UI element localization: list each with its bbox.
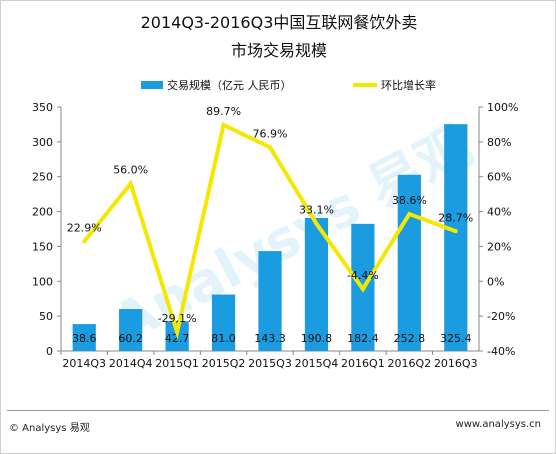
footer-copyright: © Analysys 易观 [9, 423, 90, 434]
x-tick-label: 2015Q3 [248, 357, 292, 370]
bar-value-label: 182.4 [347, 332, 379, 345]
legend-label-line: 环比增长率 [381, 78, 436, 92]
y-tick-label-right: 60% [487, 171, 511, 184]
x-tick-label: 2014Q3 [62, 357, 106, 370]
y-tick-label-right: 40% [487, 206, 511, 219]
growth-label: 38.6% [392, 194, 427, 207]
bar-value-label: 60.2 [118, 332, 143, 345]
y-tick-label-right: -40% [487, 345, 515, 358]
chart-title: 2014Q3-2016Q3中国互联网餐饮外卖 [140, 13, 418, 32]
growth-point [453, 229, 458, 234]
x-tick-label: 2016Q3 [434, 357, 478, 370]
x-tick-label: 2014Q4 [109, 357, 153, 370]
growth-point [314, 221, 319, 226]
bar [397, 174, 421, 351]
y-tick-label-left: 150 [32, 240, 53, 253]
bar-value-label: 325.4 [440, 332, 472, 345]
growth-label: 28.7% [438, 211, 473, 224]
chart-subtitle: 市场交易规模 [230, 41, 327, 60]
bar-value-label: 38.6 [72, 332, 97, 345]
y-tick-label-left: 200 [32, 206, 53, 219]
growth-point [407, 212, 412, 217]
x-tick-label: 2016Q1 [341, 357, 385, 370]
y-tick-label-left: 250 [32, 171, 53, 184]
bar [258, 251, 282, 351]
growth-point [360, 286, 365, 291]
y-tick-label-right: 20% [487, 240, 511, 253]
y-tick-label-right: 100% [487, 101, 518, 114]
growth-point [268, 145, 272, 150]
x-tick-label: 2015Q4 [295, 357, 339, 370]
growth-point [128, 181, 133, 186]
bar [211, 294, 236, 351]
growth-point [82, 239, 87, 244]
y-tick-label-right: -20% [487, 310, 515, 323]
growth-label: 76.9% [253, 127, 288, 140]
x-tick-label: 2015Q1 [155, 357, 199, 370]
growth-label: 22.9% [67, 221, 102, 234]
growth-label: -4.4% [347, 269, 379, 282]
bar [119, 309, 143, 351]
footer-url: www.analysys.cn [455, 419, 541, 430]
growth-label: -29.1% [158, 312, 197, 325]
bar-value-label: 81.0 [211, 332, 236, 345]
y-tick-label-right: 80% [487, 136, 511, 149]
bar [444, 124, 468, 351]
footer-divider [7, 410, 549, 411]
y-tick-label-left: 350 [32, 101, 53, 114]
growth-label: 56.0% [113, 164, 148, 177]
legend-swatch-bars [141, 81, 163, 89]
y-tick-label-left: 0 [46, 345, 53, 358]
bar-value-label: 252.8 [394, 332, 426, 345]
y-tick-label-right: 0% [487, 275, 504, 288]
growth-point [221, 122, 226, 127]
y-tick-label-left: 100 [32, 275, 53, 288]
bar [72, 324, 96, 351]
legend-label-bars: 交易规模（亿元 人民币） [167, 78, 292, 92]
x-tick-label: 2016Q2 [388, 357, 432, 370]
growth-label: 33.1% [299, 204, 334, 217]
y-tick-label-left: 300 [32, 136, 53, 149]
x-tick-label: 2015Q2 [202, 357, 246, 370]
y-tick-label-left: 50 [39, 310, 53, 323]
bar-value-label: 190.8 [301, 332, 333, 345]
growth-point [175, 330, 180, 335]
bar [304, 217, 329, 351]
bar-value-label: 143.3 [254, 332, 286, 345]
growth-label: 89.7% [206, 105, 241, 118]
